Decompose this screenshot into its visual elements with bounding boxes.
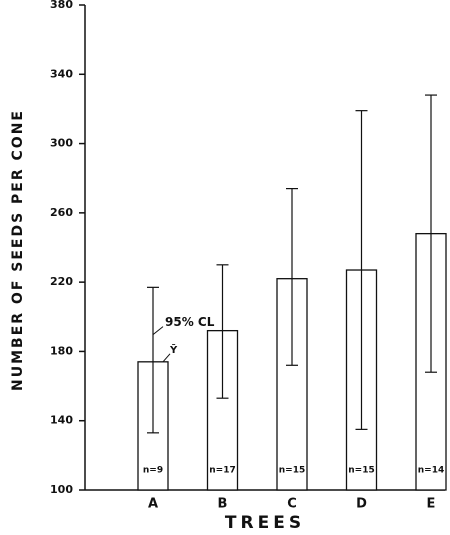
n-label: n=17 [209,466,235,476]
x-tick-label: D [356,497,367,512]
y-tick-label: 100 [50,483,73,496]
x-axis-label: TREES [225,513,305,533]
x-tick-label: C [287,497,297,512]
y-axis-label: NUMBER OF SEEDS PER CONE [10,109,26,391]
n-label: n=14 [418,466,444,476]
n-label: n=15 [279,466,305,476]
bar [276,278,308,491]
n-label: n=9 [143,466,163,476]
annotation-pointer [162,353,171,363]
x-tick-label: E [427,497,436,512]
y-tick-label: 140 [50,414,73,427]
bar [206,329,239,491]
annotation: 95% CL [165,315,215,329]
y-tick-label: 220 [50,275,73,288]
y-tick-label: 340 [50,67,73,80]
n-label: n=15 [348,466,374,476]
annotation-pointer [152,326,164,335]
x-tick-label: B [218,497,228,512]
x-tick-label: A [148,497,158,512]
y-tick-label: 260 [50,206,73,219]
y-tick-label: 300 [50,137,73,150]
annotation: Ȳ [169,343,178,356]
y-tick-label: 380 [50,0,73,11]
y-tick-label: 180 [50,344,73,357]
